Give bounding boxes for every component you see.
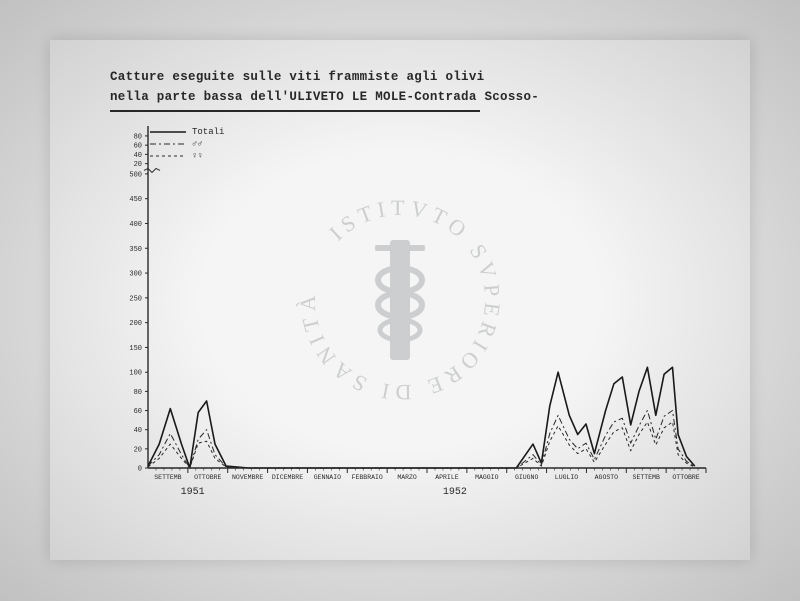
svg-text:LUGLIO: LUGLIO <box>555 474 579 481</box>
svg-text:GIUGNO: GIUGNO <box>515 474 539 481</box>
svg-text:SETTEMB: SETTEMB <box>633 474 660 481</box>
svg-text:MAGGIO: MAGGIO <box>475 474 499 481</box>
svg-text:DICEMBRE: DICEMBRE <box>272 474 303 481</box>
svg-text:500: 500 <box>129 171 142 179</box>
svg-text:20: 20 <box>134 446 142 454</box>
svg-text:AGOSTO: AGOSTO <box>595 474 619 481</box>
svg-text:NOVEMBRE: NOVEMBRE <box>232 474 263 481</box>
svg-text:60: 60 <box>134 408 142 416</box>
svg-text:40: 40 <box>134 427 142 435</box>
svg-text:200: 200 <box>129 320 142 328</box>
svg-text:80: 80 <box>134 389 142 397</box>
svg-text:0: 0 <box>138 466 142 474</box>
svg-text:40: 40 <box>134 152 142 160</box>
svg-text:60: 60 <box>134 143 142 151</box>
svg-text:20: 20 <box>134 161 142 169</box>
svg-text:300: 300 <box>129 271 142 279</box>
svg-text:OTTOBRE: OTTOBRE <box>672 474 699 481</box>
title-line-1: Catture eseguite sulle viti frammiste ag… <box>110 70 539 84</box>
svg-text:OTTOBRE: OTTOBRE <box>194 474 221 481</box>
svg-text:1952: 1952 <box>443 487 467 498</box>
line-chart: 0204060801001502002503003504004505002040… <box>110 120 710 510</box>
svg-text:80: 80 <box>134 133 142 141</box>
svg-text:FEBBRAIO: FEBBRAIO <box>352 474 383 481</box>
title-line-2: nella parte bassa dell'ULIVETO LE MOLE-C… <box>110 90 539 104</box>
svg-text:150: 150 <box>129 345 142 353</box>
title-underline <box>110 110 480 112</box>
svg-text:400: 400 <box>129 221 142 229</box>
svg-text:450: 450 <box>129 196 142 204</box>
svg-text:GENNAIO: GENNAIO <box>314 474 341 481</box>
svg-text:APRILE: APRILE <box>435 474 459 481</box>
svg-text:SETTEMB: SETTEMB <box>154 474 181 481</box>
svg-text:MARZO: MARZO <box>397 474 417 481</box>
svg-text:1951: 1951 <box>181 487 205 498</box>
chart-paper: Catture eseguite sulle viti frammiste ag… <box>50 40 750 560</box>
svg-text:350: 350 <box>129 246 142 254</box>
chart-title-block: Catture eseguite sulle viti frammiste ag… <box>110 70 539 112</box>
svg-text:250: 250 <box>129 295 142 303</box>
svg-text:100: 100 <box>129 370 142 378</box>
